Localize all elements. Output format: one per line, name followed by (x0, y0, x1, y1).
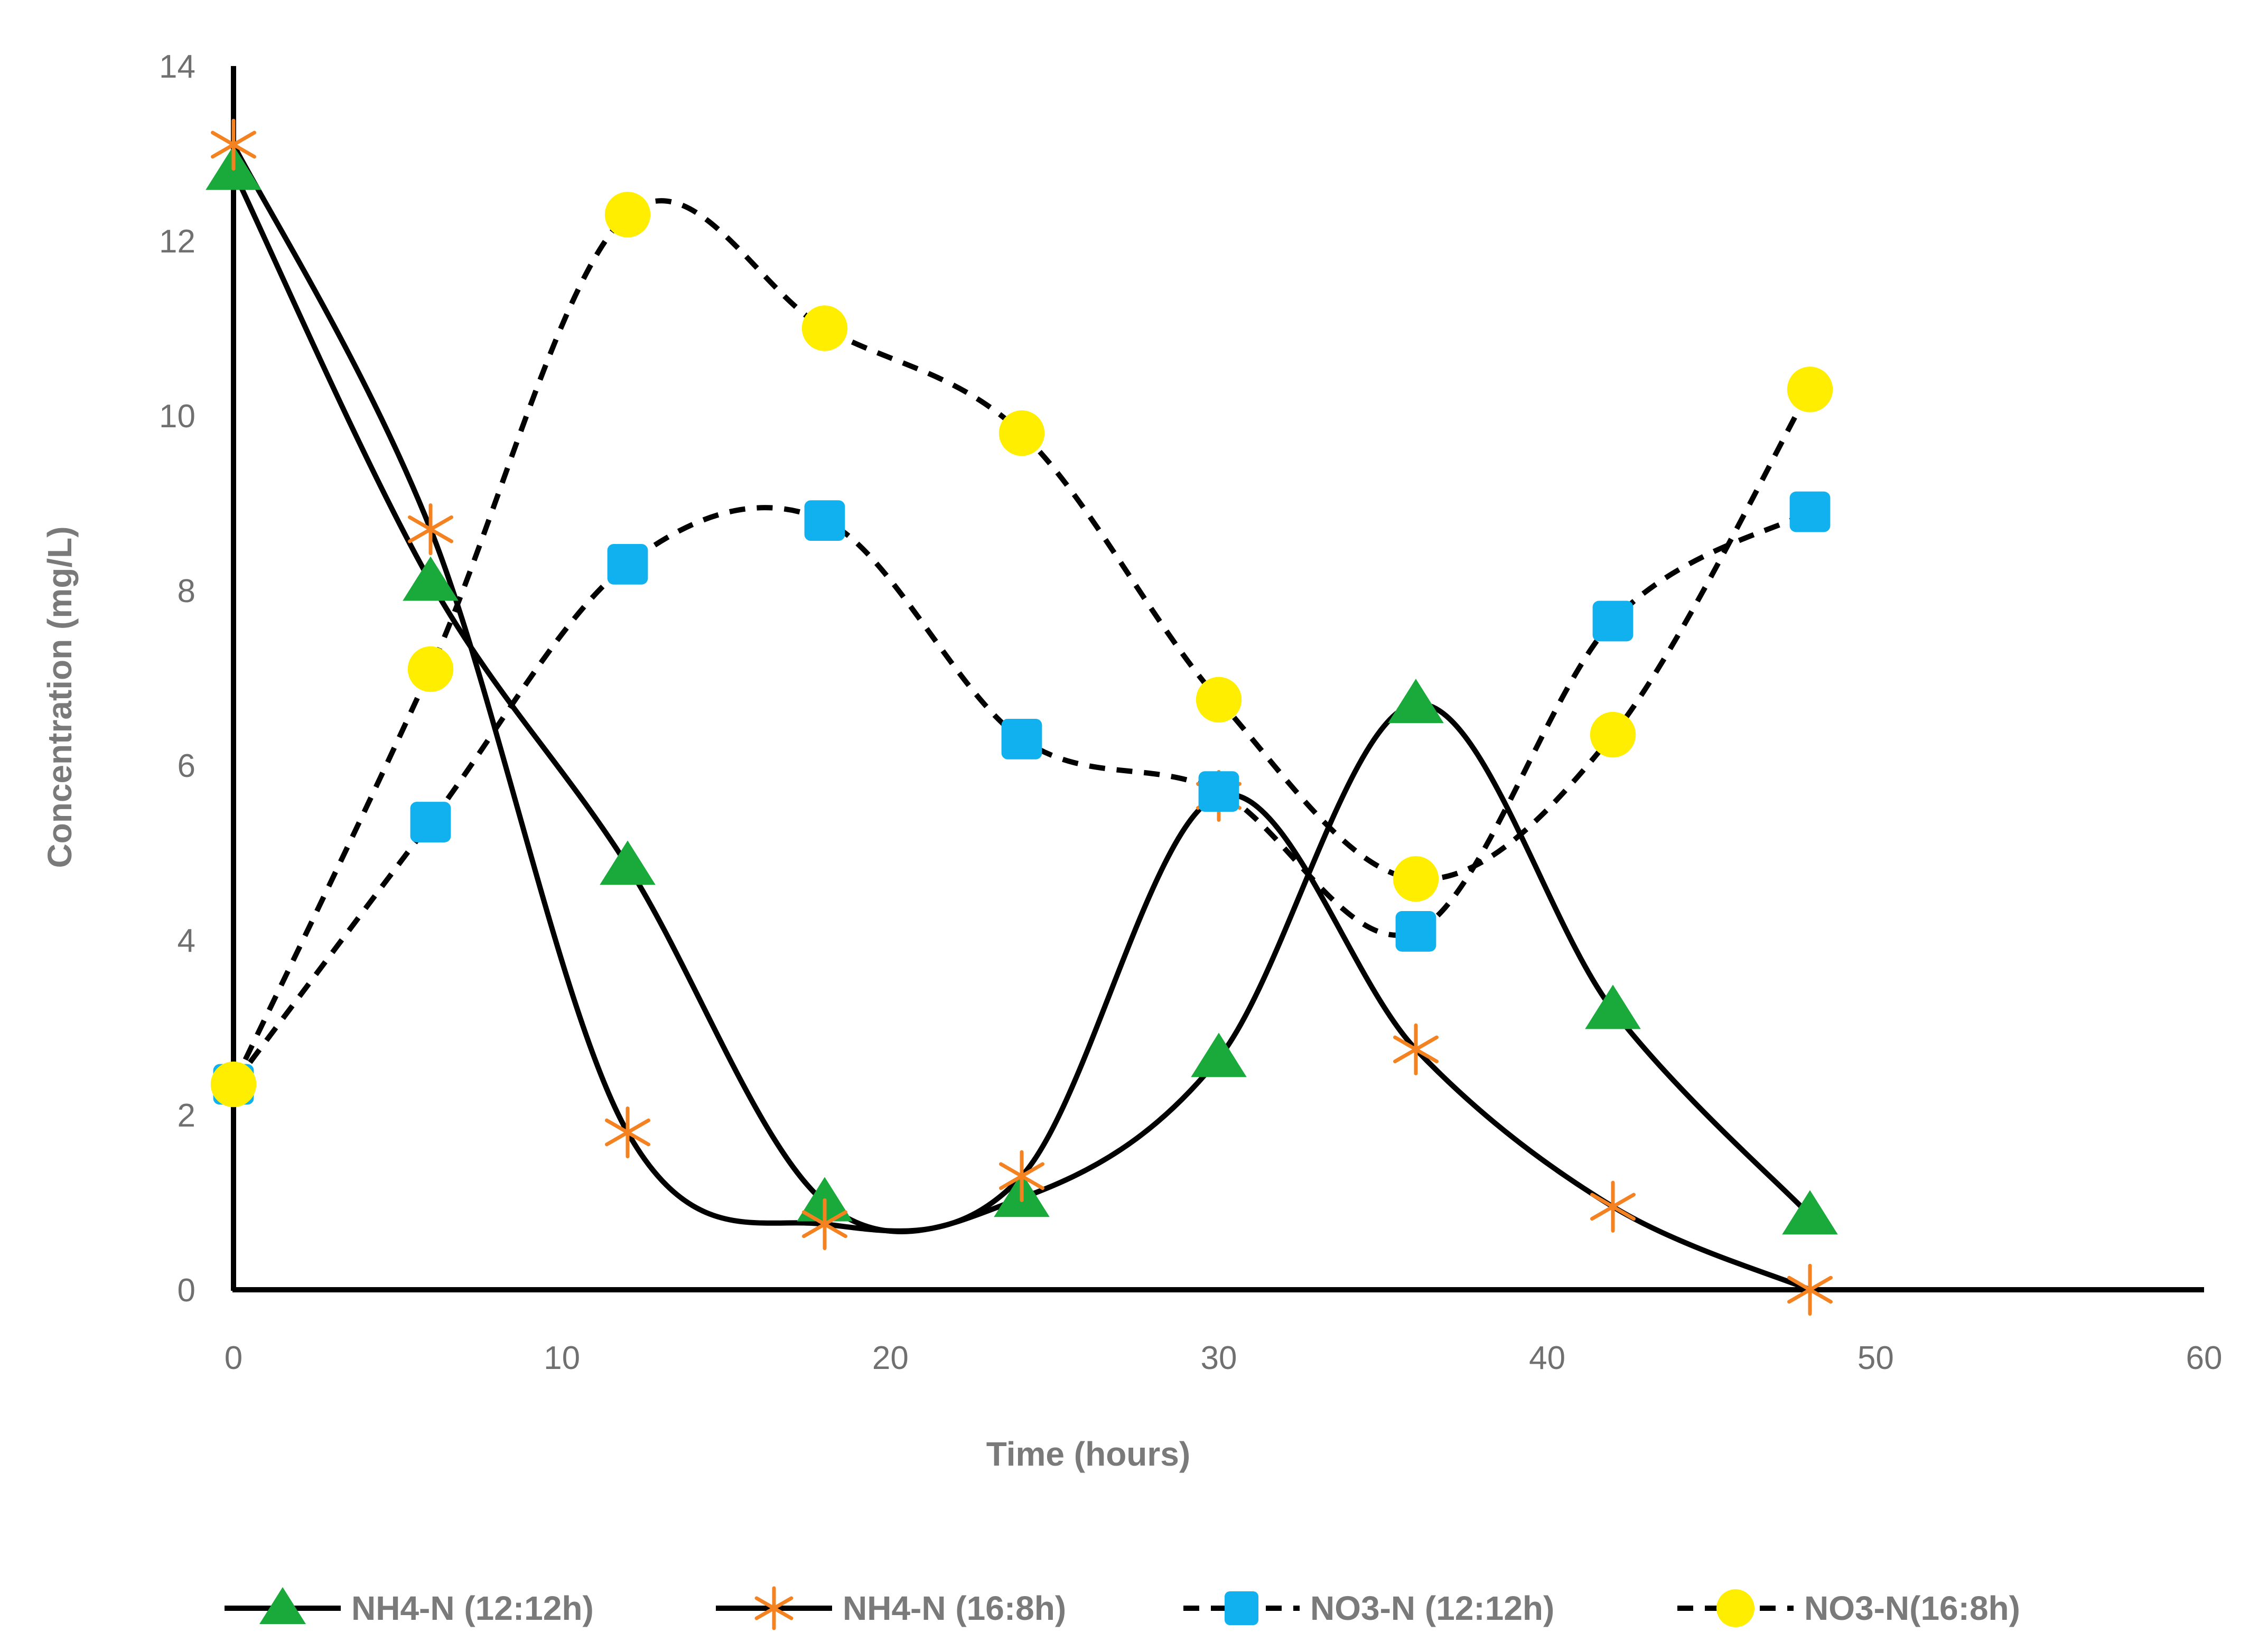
legend-label: NH4-N (16:8h) (843, 1589, 1066, 1627)
legend-item: NO3-N (12:12h) (1183, 1589, 1554, 1627)
y-tick-label: 10 (159, 398, 195, 435)
data-point (802, 1198, 847, 1250)
data-point (604, 192, 651, 238)
data-point (1789, 491, 1831, 532)
x-axis-title: Time (hours) (986, 1435, 1190, 1473)
legend-marker (1716, 1589, 1754, 1627)
data-point (1787, 1263, 1833, 1316)
x-tick-labels: 0 10 20 30 40 50 60 (225, 1340, 2223, 1376)
legend: NH4-N (12:12h) NH4-N (16:8h) NO3-N (12:12h… (225, 1586, 2020, 1630)
data-point (1585, 984, 1641, 1029)
series-markers (206, 118, 1838, 1316)
data-point (410, 802, 451, 842)
data-point (999, 1150, 1044, 1202)
data-point (1191, 1033, 1247, 1077)
data-point (211, 118, 256, 171)
y-axis-title: Concentration (mg/L) (41, 526, 79, 868)
series-line-2 (231, 143, 1811, 1292)
data-point (1196, 677, 1242, 723)
y-tick-label: 12 (159, 223, 195, 260)
x-tick-label: 20 (872, 1340, 909, 1376)
data-point (607, 543, 648, 585)
data-point (801, 305, 848, 351)
series-line-4 (231, 198, 1813, 1086)
x-tick-label: 40 (1529, 1340, 1565, 1376)
x-tick-label: 30 (1201, 1340, 1237, 1376)
data-point (407, 646, 454, 692)
series-3-markers (213, 491, 1831, 1105)
y-tick-label: 8 (178, 573, 195, 609)
legend-label: NH4-N (12:12h) (351, 1589, 594, 1627)
data-point (600, 840, 656, 885)
data-point (1393, 856, 1439, 902)
series-line-3 (231, 505, 1812, 1086)
x-tick-label: 10 (544, 1340, 580, 1376)
data-point (1590, 1180, 1636, 1233)
data-point (1198, 771, 1239, 812)
y-tick-labels: 0 2 4 6 8 10 12 14 (159, 49, 195, 1309)
data-point (1388, 679, 1444, 724)
x-tick-label: 60 (2186, 1340, 2223, 1376)
data-point (1592, 601, 1634, 642)
data-point (998, 410, 1045, 456)
data-point (1787, 367, 1833, 412)
data-point (1395, 911, 1436, 952)
series-4-markers (210, 192, 1833, 1108)
data-point (804, 500, 845, 541)
series-lines (231, 143, 1813, 1292)
legend-item: NO3-N(16:8h) (1677, 1589, 2020, 1627)
y-tick-label: 2 (178, 1097, 195, 1134)
series-2-markers (211, 118, 1833, 1316)
data-point (403, 556, 459, 601)
series-line-1 (231, 170, 1812, 1234)
legend-label: NO3-N (12:12h) (1310, 1589, 1554, 1627)
data-point (1590, 711, 1636, 758)
legend-item: NH4-N (16:8h) (716, 1586, 1066, 1630)
y-tick-label: 6 (178, 748, 195, 784)
y-tick-label: 0 (178, 1272, 195, 1309)
data-point (210, 1061, 257, 1108)
x-tick-label: 50 (1858, 1340, 1894, 1376)
legend-marker (259, 1587, 306, 1624)
legend-marker (1225, 1591, 1258, 1625)
series-1-markers (206, 145, 1838, 1235)
legend-item: NH4-N (12:12h) (225, 1587, 594, 1627)
data-point (408, 503, 453, 556)
y-tick-label: 14 (159, 49, 195, 85)
data-point (1782, 1190, 1838, 1235)
data-point (1393, 1023, 1439, 1075)
legend-label: NO3-N(16:8h) (1804, 1589, 2020, 1627)
x-tick-label: 0 (225, 1340, 242, 1376)
y-tick-label: 4 (178, 923, 195, 959)
data-point (605, 1106, 650, 1159)
legend-marker (754, 1586, 794, 1630)
data-point (1001, 718, 1042, 759)
